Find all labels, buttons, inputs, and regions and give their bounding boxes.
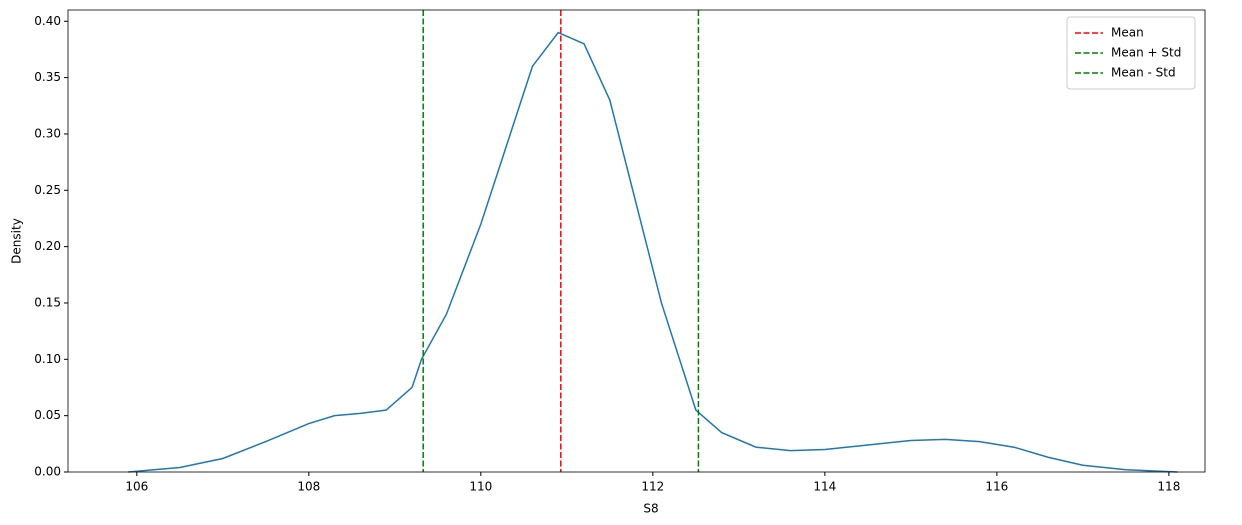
x-tick-label: 108 [297, 480, 320, 494]
x-tick-label: 118 [1157, 480, 1180, 494]
y-tick-label: 0.05 [34, 408, 61, 422]
y-tick-label: 0.20 [34, 239, 61, 253]
plot-frame [67, 9, 1206, 473]
y-tick-label: 0.30 [34, 126, 61, 140]
legend: Mean Mean + Std Mean - Std [1066, 16, 1196, 90]
x-axis-label: S8 [643, 502, 658, 516]
x-tick-label: 116 [985, 480, 1008, 494]
y-tick-label: 0.15 [34, 295, 61, 309]
legend-label: Mean [1111, 26, 1144, 40]
y-tick-label: 0.35 [34, 70, 61, 84]
legend-box [1066, 16, 1196, 90]
x-tick-label: 110 [469, 480, 492, 494]
legend-label: Mean + Std [1111, 46, 1181, 60]
legend-label: Mean - Std [1111, 66, 1176, 80]
x-tick-label: 112 [641, 480, 664, 494]
x-tick-label: 114 [813, 480, 836, 494]
x-tick-label: 106 [125, 480, 148, 494]
y-axis-label: Density [10, 218, 24, 264]
density-line [128, 31, 1178, 473]
y-tick-label: 0.25 [34, 183, 61, 197]
y-tick-label: 0.40 [34, 14, 61, 28]
y-tick-label: 0.00 [34, 465, 61, 479]
y-tick-label: 0.10 [34, 352, 61, 366]
